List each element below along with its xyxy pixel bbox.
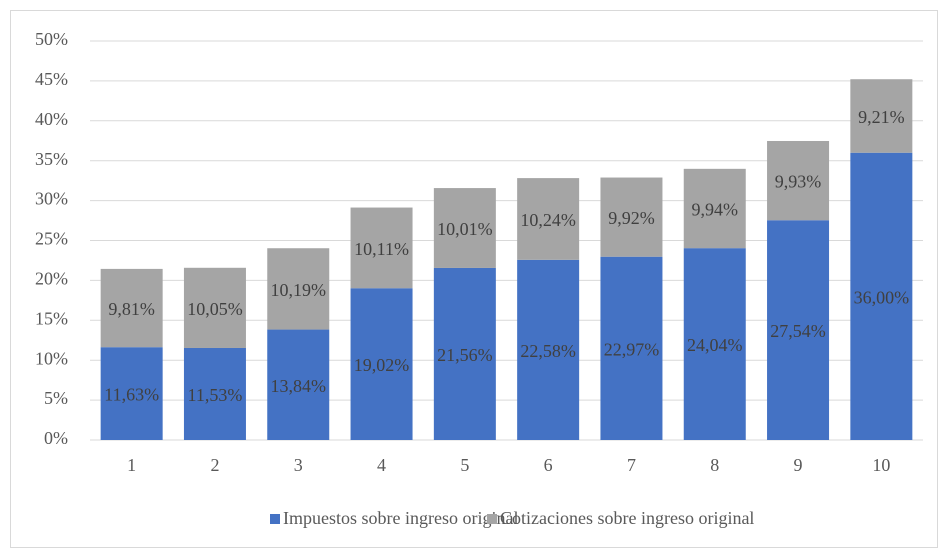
x-tick-label: 10 xyxy=(872,455,890,475)
legend-swatch xyxy=(487,514,497,524)
x-tick-label: 5 xyxy=(460,455,469,475)
data-label: 11,53% xyxy=(188,385,243,405)
data-label: 11,63% xyxy=(104,385,159,405)
data-label: 10,19% xyxy=(271,280,327,300)
bar-segment xyxy=(517,178,580,260)
data-label: 24,04% xyxy=(687,335,743,355)
data-label: 9,81% xyxy=(108,299,155,319)
data-label: 19,02% xyxy=(354,355,410,375)
bar-segment xyxy=(433,188,496,268)
x-tick-label: 6 xyxy=(544,455,553,475)
data-label: 13,84% xyxy=(271,376,327,396)
data-label: 36,00% xyxy=(854,287,910,307)
y-tick-label: 0% xyxy=(44,428,68,448)
bar-segment xyxy=(600,256,663,440)
data-label: 10,11% xyxy=(354,239,409,259)
x-tick-label: 4 xyxy=(377,455,386,475)
legend-label: Impuestos sobre ingreso original xyxy=(283,508,518,528)
y-tick-label: 10% xyxy=(35,348,68,368)
bar-segment xyxy=(183,347,246,440)
data-label: 9,93% xyxy=(775,172,822,192)
y-tick-label: 5% xyxy=(44,388,68,408)
x-tick-label: 3 xyxy=(294,455,303,475)
bar-segment xyxy=(350,207,413,289)
data-label: 10,05% xyxy=(187,299,243,319)
bar-segment xyxy=(267,248,330,330)
y-tick-label: 35% xyxy=(35,149,68,169)
data-label: 27,54% xyxy=(770,321,826,341)
data-label: 22,97% xyxy=(604,339,660,359)
x-tick-label: 1 xyxy=(127,455,136,475)
y-tick-label: 20% xyxy=(35,269,68,289)
y-tick-label: 30% xyxy=(35,189,68,209)
data-label: 9,21% xyxy=(858,107,905,127)
bar-segment xyxy=(600,177,663,257)
data-label: 10,01% xyxy=(437,219,493,239)
legend-swatch xyxy=(270,514,280,524)
bar-segment xyxy=(517,259,580,440)
bar-segment xyxy=(100,268,163,348)
bar-segment xyxy=(267,329,330,440)
y-tick-label: 25% xyxy=(35,229,68,249)
bar-segment xyxy=(683,248,746,440)
bar-segment xyxy=(183,267,246,348)
bar-segment xyxy=(100,347,163,440)
data-label: 10,24% xyxy=(520,210,576,230)
y-tick-label: 40% xyxy=(35,109,68,129)
y-tick-label: 15% xyxy=(35,308,68,328)
x-tick-label: 7 xyxy=(627,455,636,475)
data-label: 9,92% xyxy=(608,208,655,228)
bar-segment xyxy=(350,288,413,440)
bar-segment xyxy=(433,267,496,440)
bar-segment xyxy=(683,168,746,249)
bar-segment xyxy=(850,152,913,440)
bar-segment xyxy=(850,79,913,153)
bar-segment xyxy=(767,220,830,440)
x-tick-label: 8 xyxy=(710,455,719,475)
legend-label: Cotizaciones sobre ingreso original xyxy=(500,508,754,528)
x-tick-label: 9 xyxy=(794,455,803,475)
x-tick-label: 2 xyxy=(210,455,219,475)
y-tick-label: 50% xyxy=(35,29,68,49)
y-tick-label: 45% xyxy=(35,69,68,89)
bar-segment xyxy=(767,140,830,221)
data-label: 22,58% xyxy=(520,341,576,361)
data-label: 9,94% xyxy=(692,200,739,220)
data-label: 21,56% xyxy=(437,345,493,365)
